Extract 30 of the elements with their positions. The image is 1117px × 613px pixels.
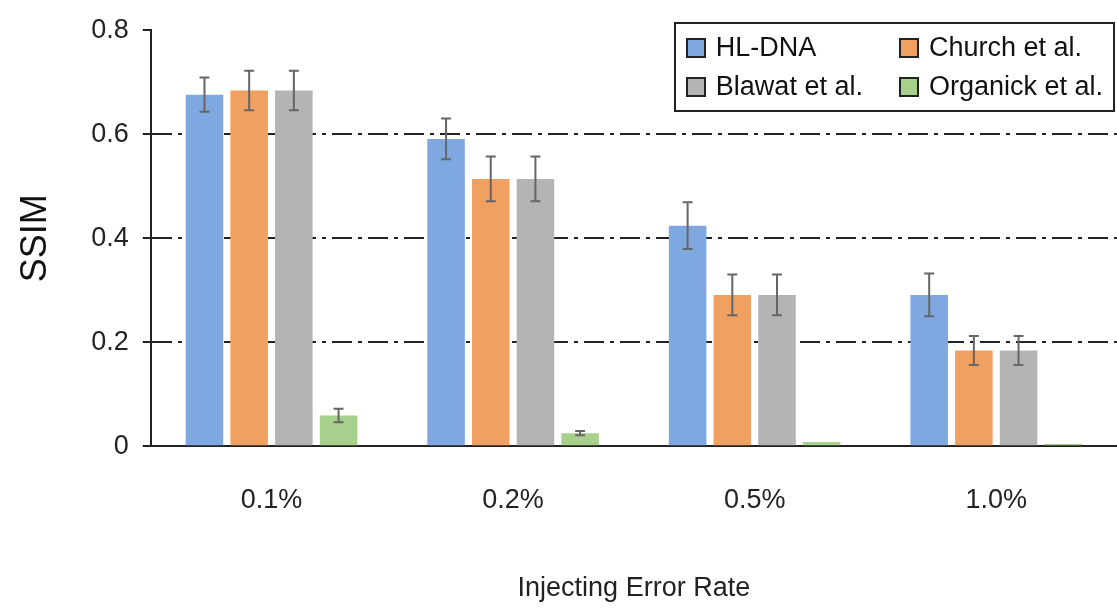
bar [427, 138, 465, 446]
x-tick-label: 1.0% [965, 483, 1027, 514]
y-tick-label: 0 [113, 429, 129, 460]
y-axis-title: SSIM [12, 194, 54, 283]
bar [758, 294, 796, 446]
y-tick-label: 0.8 [91, 13, 129, 44]
bar [910, 294, 948, 446]
bar [802, 442, 841, 446]
y-tick-label: 0.2 [91, 325, 129, 356]
x-tick-label: 0.2% [482, 483, 544, 514]
x-tick-label: 0.1% [240, 483, 303, 514]
bar [713, 294, 752, 446]
legend-label: Blawat et al. [715, 71, 863, 103]
bar [319, 415, 358, 446]
bar [668, 225, 707, 446]
y-tick-label: 0.6 [91, 117, 129, 148]
bar [185, 94, 224, 446]
bar [999, 350, 1038, 446]
legend-label: Organick et al. [928, 71, 1103, 103]
x-tick-label: 0.5% [723, 483, 786, 514]
legend-label: HL-DNA [715, 32, 817, 64]
bar [561, 433, 599, 446]
bar [230, 90, 268, 446]
bar [471, 178, 510, 446]
bar [516, 178, 555, 446]
bar [955, 350, 993, 446]
bar [275, 90, 313, 446]
y-tick-label: 0.4 [91, 221, 129, 252]
legend-label: Church et al. [928, 32, 1082, 64]
x-axis-title: Injecting Error Rate [517, 572, 751, 603]
